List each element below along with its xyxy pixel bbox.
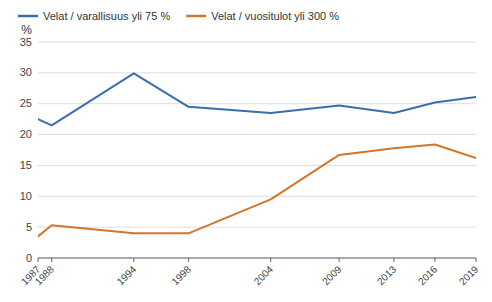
x-tick-label: 1998 [169, 263, 193, 287]
x-tick [476, 258, 477, 262]
y-tick-label: 10 [20, 190, 32, 202]
x-tick [38, 258, 39, 262]
x-tick [188, 258, 189, 262]
x-tick-label: 1988 [33, 263, 57, 287]
y-tick-label: 5 [26, 221, 32, 233]
series-group [38, 73, 476, 236]
x-tick-label: 2004 [252, 263, 276, 287]
legend-swatch [18, 15, 38, 18]
background [0, 0, 492, 302]
y-tick-label: 30 [20, 66, 32, 78]
legend-label: Velat / vuositulot yli 300 % [211, 10, 339, 22]
y-tick-label: 35 [20, 36, 32, 48]
grid-line [38, 258, 476, 259]
x-tick [434, 258, 435, 262]
y-tick-label: 0 [26, 252, 32, 264]
grid-line [38, 165, 476, 166]
legend-label: Velat / varallisuus yli 75 % [43, 10, 170, 22]
legend: Velat / varallisuus yli 75 % Velat / vuos… [18, 10, 339, 22]
y-axis-label: % [21, 23, 32, 37]
y-tick-label: 15 [20, 159, 32, 171]
x-tick [339, 258, 340, 262]
grid-line [38, 196, 476, 197]
grid-line [38, 42, 476, 43]
x-tick-label: 2013 [375, 263, 399, 287]
line [38, 144, 476, 236]
x-tick [393, 258, 394, 262]
x-tick-label: 2019 [457, 263, 481, 287]
legend-item: Velat / vuositulot yli 300 % [186, 10, 339, 22]
chart: 05101520253035%1987198819941998200420092… [0, 0, 492, 302]
legend-item: Velat / varallisuus yli 75 % [18, 10, 170, 22]
x-tick-label: 1994 [115, 263, 139, 287]
y-tick-label: 20 [20, 128, 32, 140]
x-tick [133, 258, 134, 262]
legend-swatch [186, 15, 206, 18]
grid-line [38, 103, 476, 104]
x-tick [51, 258, 52, 262]
x-tick-label: 2009 [320, 263, 344, 287]
x-axis-line [38, 258, 476, 259]
grid-line [38, 134, 476, 135]
y-grid [38, 42, 476, 258]
y-tick-label: 25 [20, 97, 32, 109]
grid-line [38, 227, 476, 228]
x-tick-label: 2016 [416, 263, 440, 287]
x-tick [270, 258, 271, 262]
line [38, 73, 476, 125]
grid-line [38, 72, 476, 73]
